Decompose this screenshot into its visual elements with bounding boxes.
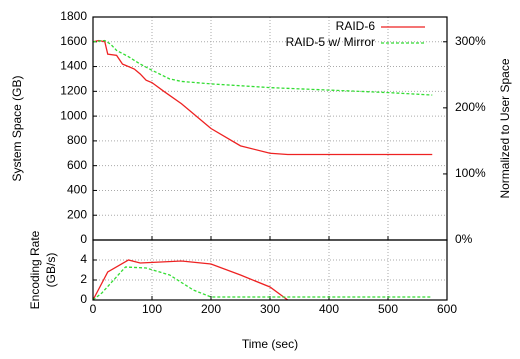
- y-label: System Space (GB): [10, 75, 24, 181]
- x-tick-label: 100: [142, 302, 162, 316]
- y2-tick-label: 0%: [455, 232, 473, 246]
- y2-tick-label: 200%: [455, 100, 486, 114]
- data-line: [92, 266, 433, 301]
- y-label: (GB/s): [44, 253, 58, 288]
- data-line: [92, 39, 433, 156]
- y-tick-label: 0: [80, 292, 87, 306]
- x-tick-label: 300: [260, 302, 280, 316]
- y-tick-label: 1400: [60, 59, 87, 73]
- y-tick-label: 2: [80, 272, 87, 286]
- y-tick-label: 1600: [60, 34, 87, 48]
- data-line: [92, 259, 289, 301]
- y2-tick-label: 300%: [455, 34, 486, 48]
- y-tick-label: 600: [67, 158, 87, 172]
- y-tick-label: 1800: [60, 9, 87, 23]
- y-tick-label: 4: [80, 252, 87, 266]
- x-tick-label: 500: [378, 302, 398, 316]
- y-label: Encoding Rate: [28, 230, 42, 309]
- y-tick-label: 0: [80, 232, 87, 246]
- x-tick-label: 600: [437, 302, 457, 316]
- x-tick-label: 0: [90, 302, 97, 316]
- y-tick-label: 1000: [60, 108, 87, 122]
- y-tick-label: 1200: [60, 84, 87, 98]
- y-tick-label: 400: [67, 183, 87, 197]
- y-tick-label: 200: [67, 207, 87, 221]
- legend-label: RAID-5 w/ Mirror: [286, 35, 375, 49]
- x-tick-label: 200: [201, 302, 221, 316]
- legend-label: RAID-6: [336, 19, 376, 33]
- x-tick-label: 400: [319, 302, 339, 316]
- data-line: [92, 39, 433, 96]
- plot-frame: [92, 239, 448, 301]
- y-tick-label: 800: [67, 133, 87, 147]
- x-label: Time (sec): [242, 337, 298, 351]
- y2-tick-label: 100%: [455, 166, 486, 180]
- y2-label: Normalized to User Space: [498, 58, 512, 198]
